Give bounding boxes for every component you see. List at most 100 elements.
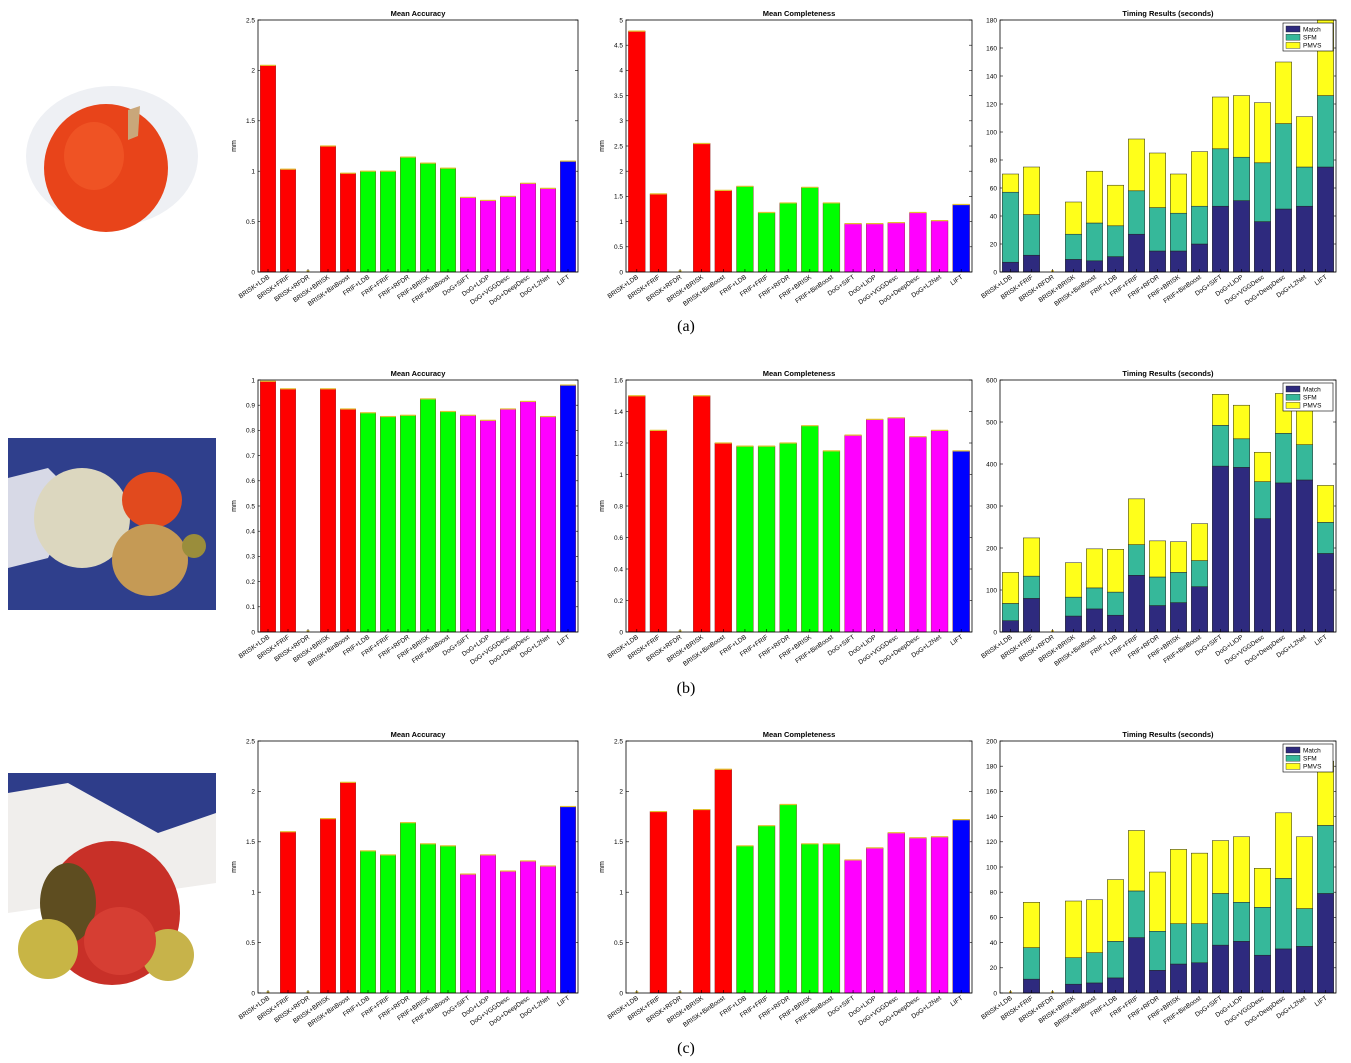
bar-segment-sfm (1254, 162, 1271, 222)
caption-a: (a) (677, 318, 695, 335)
bar (757, 212, 776, 273)
y-tick-label: 2.5 (614, 143, 623, 150)
bar-segment-pmvs (1254, 868, 1271, 908)
bar (459, 873, 476, 994)
y-tick-label: 0 (251, 990, 255, 997)
chart-title: Mean Completeness (763, 369, 836, 378)
bar-segment-sfm (1275, 433, 1292, 484)
bar-segment-match (1317, 166, 1334, 273)
bar (280, 831, 297, 994)
bar-segment-pmvs (1002, 173, 1019, 193)
bar (319, 145, 336, 273)
y-tick-label: 180 (986, 17, 997, 24)
bar (801, 187, 819, 273)
y-tick-label: 140 (986, 814, 997, 821)
bar-segment-sfm (1065, 957, 1082, 985)
legend-swatch-pmvs (1285, 42, 1301, 49)
y-tick-label: 1.5 (246, 118, 255, 125)
bar (479, 854, 496, 994)
bar-segment-pmvs (1254, 451, 1271, 482)
bar-segment-match (1212, 465, 1229, 633)
bar-segment-pmvs (1191, 523, 1208, 561)
bar-segment-match (1212, 944, 1229, 994)
y-tick-label: 5 (619, 17, 623, 24)
bar-segment-sfm (1275, 878, 1292, 950)
bar (339, 173, 356, 273)
bar (909, 212, 927, 273)
bar (520, 183, 537, 273)
chart-c-mean-completeness: Mean Completeness mm 0 0.5 1 1.5 2 2.5 BRISK+LDB… (594, 727, 980, 1037)
bar-segment-match (1296, 205, 1313, 273)
bar-segment-match (1212, 205, 1229, 273)
bar-segment-match (1149, 970, 1166, 994)
chart-title: Timing Results (seconds) (1122, 9, 1214, 18)
bar (714, 190, 732, 273)
x-tick-label: LIFT (556, 274, 571, 287)
bar-segment-sfm (1023, 575, 1040, 599)
bar-segment-sfm (1296, 166, 1313, 207)
bar (628, 395, 646, 633)
plot-frame (999, 19, 1337, 273)
plot-frame (999, 379, 1337, 633)
bar-segment-pmvs (1233, 836, 1250, 903)
bar (419, 162, 436, 273)
bar-segment-pmvs (1086, 899, 1103, 953)
y-tick-label: 0 (619, 990, 623, 997)
thumbnail-fruits (8, 773, 216, 995)
bar-segment-pmvs (1086, 548, 1103, 589)
y-tick-label: 3 (619, 118, 623, 125)
y-tick-label: 1.5 (246, 839, 255, 846)
bar (419, 398, 436, 633)
bar (280, 168, 297, 273)
bar (930, 430, 949, 633)
bar-segment-sfm (1233, 156, 1250, 201)
y-tick-label: 120 (986, 839, 997, 846)
bar-segment-sfm (1254, 907, 1271, 956)
bar-segment-match (1254, 221, 1271, 273)
bar (736, 186, 754, 273)
bar-segment-match (1191, 586, 1208, 633)
bar (714, 769, 732, 994)
bar-segment-pmvs (1296, 836, 1313, 909)
legend-label-pmvs: PMVS (1303, 403, 1322, 410)
legend-swatch-sfm (1285, 394, 1301, 401)
bar (693, 143, 711, 273)
plot-frame (625, 19, 973, 273)
bar (866, 847, 884, 994)
bar-segment-pmvs (1149, 152, 1166, 208)
bar-segment-pmvs (1128, 138, 1145, 192)
bar (500, 870, 517, 994)
y-tick-label: 200 (986, 738, 997, 745)
plot-frame (257, 379, 579, 633)
bar-segment-match (1254, 518, 1271, 633)
legend-label-sfm: SFM (1303, 35, 1317, 42)
y-tick-label: 2.5 (246, 738, 255, 745)
bar (757, 825, 776, 994)
y-tick-label: 500 (986, 419, 997, 426)
bar-segment-pmvs (1254, 102, 1271, 164)
bar (479, 420, 496, 633)
bar-segment-pmvs (1191, 852, 1208, 924)
bar-segment-sfm (1296, 908, 1313, 947)
y-tick-label: 200 (986, 545, 997, 552)
bar-segment-pmvs (1212, 394, 1229, 426)
bar (359, 412, 376, 633)
y-tick-label: 2 (251, 68, 255, 75)
bar-segment-match (1023, 598, 1040, 633)
thumbnail-pumpkin (8, 60, 216, 242)
y-tick-label: 180 (986, 764, 997, 771)
y-tick-label: 0 (993, 990, 997, 997)
bar-segment-match (1149, 605, 1166, 633)
bar-segment-match (1317, 553, 1334, 633)
y-tick-label: 1 (251, 169, 255, 176)
bar (500, 196, 517, 273)
x-tick-label: LIFT (1314, 995, 1329, 1008)
legend-label-pmvs: PMVS (1303, 43, 1322, 50)
bar (520, 860, 537, 994)
bar (801, 843, 819, 994)
chart-title: Mean Completeness (763, 730, 836, 739)
legend-swatch-match (1285, 746, 1301, 754)
y-axis-label: mm (231, 861, 238, 873)
